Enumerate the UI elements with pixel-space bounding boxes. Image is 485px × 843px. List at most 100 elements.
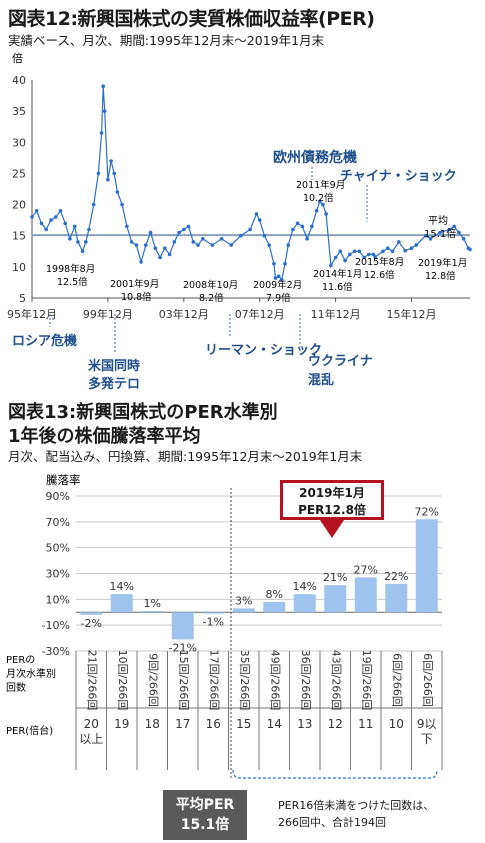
data-point [321, 202, 325, 207]
data-point [125, 224, 129, 229]
bar [354, 577, 377, 613]
data-point [310, 224, 314, 229]
data-point [191, 240, 196, 244]
bar-value-label: 22% [384, 570, 408, 583]
pt-2001-date: 2001年9月 [110, 278, 159, 290]
bottom-note: PER16倍未満をつけた回数は、 266回中、合計194回 [278, 797, 434, 831]
data-point [229, 243, 233, 247]
data-point [101, 84, 105, 88]
fig13-title-line1: 図表13:新興国株式のPER水準別 [8, 402, 278, 423]
pt-2008-val: 8.2倍 [199, 292, 224, 304]
pt-2009-date: 2009年2月 [253, 279, 302, 291]
count-cell: 43回/266回 [329, 650, 342, 711]
data-point [144, 243, 148, 247]
per-level-cell: 10 [389, 717, 404, 731]
bar [263, 601, 286, 613]
count-row-label-2: 月次水準別 [6, 667, 56, 680]
count-cell: 21回/266回 [85, 650, 98, 711]
data-point [109, 159, 113, 163]
pt-1998-date: 1998年8月 [46, 263, 95, 275]
current-per-callout: 2019年1月 PER12.8倍 [280, 480, 384, 520]
count-cell: 17回/266回 [207, 650, 220, 711]
europe-crisis-label: 欧州債務危機 [273, 149, 357, 166]
count-cell: 15回/266回 [177, 650, 190, 711]
data-point [84, 240, 88, 244]
data-point [283, 261, 287, 266]
count-cell: 6回/266回 [421, 653, 434, 707]
data-point [210, 243, 215, 247]
data-point [461, 237, 466, 241]
avg-label-2: 15.1倍 [424, 227, 456, 240]
data-point [386, 246, 390, 250]
data-point [428, 237, 433, 241]
data-point [447, 227, 452, 232]
y-tick-label: -10% [42, 619, 70, 632]
data-point [134, 243, 139, 247]
y-tick-label: 90% [46, 490, 70, 503]
note-line2: 266回中、合計194回 [278, 816, 386, 829]
callout-line2: PER12.8倍 [298, 503, 366, 517]
fig12-title: 図表12:新興国株式の実質株価収益率(PER) [8, 8, 375, 30]
china-shock-label: チャイナ・ショック [340, 169, 457, 184]
bar-value-label: -2% [81, 617, 102, 630]
per-row-label: PER(倍台) [6, 724, 53, 737]
data-point [468, 247, 472, 252]
bar [202, 612, 225, 614]
data-point [352, 249, 357, 254]
data-point [91, 202, 96, 207]
x-tick-label: 99年12月 [83, 307, 133, 321]
data-point [76, 240, 80, 244]
per-level-cell: 9以 [417, 717, 437, 731]
y-tick-label: 35 [12, 105, 26, 118]
data-point [30, 215, 34, 219]
data-point [44, 227, 48, 232]
y-tick-label: 5 [19, 292, 26, 305]
data-point [333, 255, 338, 260]
data-point [129, 240, 134, 244]
data-point [262, 233, 267, 238]
data-point [34, 209, 39, 213]
y-tick-label: 70% [46, 516, 70, 529]
data-point [120, 202, 124, 207]
data-point [115, 190, 120, 194]
y-tick-label: 10% [46, 593, 70, 606]
data-point [163, 246, 167, 250]
pt-1998-val: 12.5倍 [57, 276, 88, 288]
bar [232, 608, 255, 613]
data-point [318, 199, 322, 204]
data-point [305, 237, 309, 241]
data-point [201, 237, 205, 241]
x-tick-label: 15年12月 [386, 307, 436, 321]
y-tick-label: -30% [42, 645, 70, 658]
data-point [438, 230, 442, 235]
bar-value-label: 3% [235, 594, 252, 607]
data-point [99, 131, 104, 135]
data-point [39, 221, 44, 226]
y-tick-label: 10 [12, 261, 26, 274]
data-point [167, 252, 172, 257]
avg-box-line2: 15.1倍 [180, 817, 230, 833]
pt-2014-date: 2014年1月 [313, 268, 362, 280]
fig12-subtitle: 実績ベース、月次、期間:1995年12月末〜2019年1月末 [8, 33, 325, 48]
data-point [96, 171, 101, 176]
data-point [158, 255, 162, 260]
x-tick-label: 07年12月 [235, 307, 285, 321]
bar-value-label: 1% [144, 597, 161, 610]
pt-2019-val: 12.8倍 [425, 270, 456, 282]
fig13-title-line2: 1年後の株価騰落率平均 [8, 426, 201, 447]
ukraine-label-1: ウクライナ [308, 354, 373, 369]
data-point [63, 221, 67, 226]
per-level-cell: 15 [236, 717, 251, 731]
data-point [397, 240, 401, 244]
callout-arrow [320, 520, 344, 538]
pt-2015-date: 2015年8月 [355, 256, 404, 268]
per-level-cell: 下 [421, 732, 433, 746]
data-point [248, 227, 252, 232]
per-level-cell: 19 [114, 717, 129, 731]
bar-value-label: 72% [415, 505, 439, 518]
data-point [196, 243, 200, 247]
data-point [273, 276, 278, 280]
data-point [182, 227, 186, 232]
data-point [403, 248, 408, 253]
bar [171, 612, 194, 640]
